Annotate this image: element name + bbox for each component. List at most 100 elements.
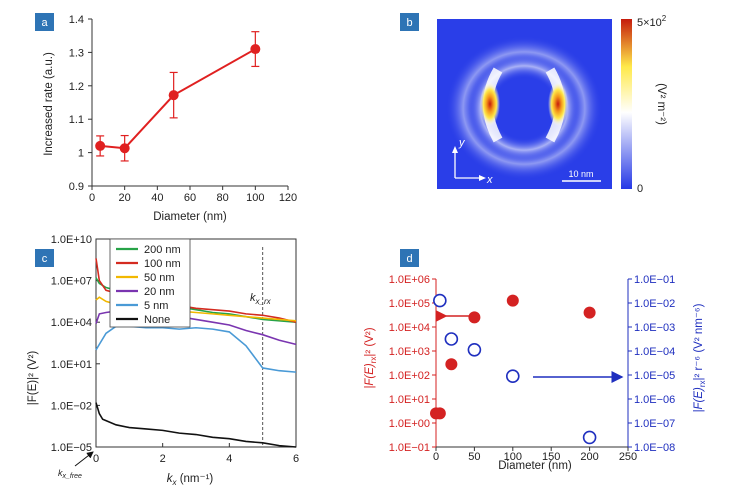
panel-a-ylabel: Increased rate (a.u.) [43, 52, 55, 156]
a-y-tick-label: 1.3 [69, 47, 84, 59]
c-y-tick-label: 1.0E+01 [51, 359, 92, 371]
heatmap-left-hotspot [480, 82, 500, 126]
a-x-tick-label: 20 [119, 192, 131, 204]
c-plot-frame [95, 238, 297, 448]
c-legend-label: 50 nm [144, 272, 175, 284]
d-left-point [433, 407, 446, 420]
a-x-tick-label: 40 [151, 192, 163, 204]
a-x-tick-label: 60 [184, 192, 196, 204]
d-x-tick-label: 0 [433, 451, 439, 463]
c-y-tick-label: 1.0E+04 [51, 317, 92, 329]
panel-d-axes: 0 50 100 150 200 250 1.0E−01 1.0E+00 1.0E+01 1.0E… [389, 274, 676, 463]
d-left-point [468, 311, 481, 324]
d-left-point [583, 306, 596, 319]
d-right-point [444, 332, 459, 346]
kx-free-annotation: kx_free [58, 468, 82, 480]
d-right-point [433, 293, 447, 308]
c-y-tick-label: 1.0E+10 [51, 234, 92, 246]
d-left-point [506, 294, 519, 307]
a-data-point [119, 143, 130, 154]
panel-a-badge: a [35, 13, 54, 31]
a-x-tick-label: 0 [89, 192, 95, 204]
c-x-tick-label: 0 [93, 453, 99, 465]
d-right-tick-label: 1.0E−04 [634, 346, 675, 358]
panel-b-heatmap: y x 10 nm [437, 19, 612, 189]
kx-free-arrow [74, 451, 94, 467]
c-legend-label: None [144, 314, 170, 326]
c-y-tick-label: 1.0E−05 [51, 442, 92, 454]
a-y-tick-label: 0.9 [69, 181, 84, 193]
panel-b-colorbar: 5×102 0 (V² m⁻²) [621, 14, 667, 195]
c-legend-box [109, 238, 191, 328]
panel-c-badge: c [35, 249, 54, 267]
colorbar-unit: (V² m⁻²) [655, 83, 667, 125]
heatmap-x-label: x [486, 174, 493, 186]
panel-d-xlabel: Diameter (nm) [498, 460, 572, 472]
d-right-tick-label: 1.0E−08 [634, 442, 675, 454]
panel-d: d 0 50 100 150 200 250 1.0E−01 1.0E+00 1.0E+01 1.… [364, 249, 707, 472]
a-data-point [250, 44, 261, 55]
panel-d-letter: d [406, 253, 412, 265]
a-x-tick-label: 120 [279, 192, 297, 204]
c-y-tick-label: 1.0E+07 [51, 276, 92, 288]
d-right-tick-label: 1.0E−06 [634, 394, 675, 406]
d-x-tick-label: 100 [504, 451, 522, 463]
panel-c-letter: c [42, 253, 48, 265]
panel-a-marks [95, 31, 261, 162]
panel-d-right-ylabel: |F(E)rx|² r⁻⁶ (V² nm⁻⁶) [693, 303, 707, 412]
d-right-point [582, 430, 597, 445]
a-x-tick-label: 100 [246, 192, 264, 204]
a-data-point [95, 140, 106, 151]
a-x-tick-label: 80 [217, 192, 229, 204]
c-y-tick-label: 1.0E−02 [51, 400, 92, 412]
c-x-tick-label: 4 [226, 453, 232, 465]
a-y-tick-label: 1.4 [69, 14, 84, 26]
d-x-tick-label: 200 [580, 451, 598, 463]
a-y-tick-label: 1.2 [69, 81, 84, 93]
heatmap-scale-label: 10 nm [568, 169, 593, 179]
d-right-point [467, 342, 482, 357]
colorbar-min-label: 0 [637, 183, 643, 195]
d-left-tick-label: 1.0E+02 [389, 370, 430, 382]
d-left-tick-label: 1.0E+06 [389, 274, 430, 286]
panel-a-xlabel: Diameter (nm) [153, 211, 227, 223]
d-right-tick-label: 1.0E−02 [634, 298, 675, 310]
heatmap-y-arrowhead [452, 146, 458, 153]
heatmap-y-label: y [458, 137, 466, 149]
c-legend-label: 100 nm [144, 258, 181, 270]
panel-c-ylabel: |F(E)|² (V²) [27, 351, 39, 406]
panel-a: a 0 20 40 60 80 100 120 0.9 1 1.1 1.2 1.3 1.4 Diamet… [35, 13, 297, 223]
c-legend-label: 20 nm [144, 286, 175, 298]
a-data-point [168, 90, 179, 101]
panel-c-axes: 0 2 4 6 1.0E−05 1.0E−02 1.0E+01 1.0E+04 1.0E+07 1… [51, 234, 299, 465]
panel-c-xlabel: kx (nm⁻¹) [167, 473, 214, 487]
panel-b: b y x 10 nm 5×102 0 (V² m⁻²) [400, 13, 667, 195]
panel-d-marks [430, 293, 597, 445]
heatmap-x-arrowhead [479, 175, 486, 181]
a-y-tick-label: 1 [78, 148, 84, 160]
d-right-tick-label: 1.0E−07 [634, 418, 675, 430]
a-y-tick-label: 1.1 [69, 114, 84, 126]
d-right-point [505, 369, 520, 384]
c-legend-label: 5 nm [144, 300, 168, 312]
panel-c: c 0 2 4 6 1.0E−05 1.0E−02 1.0E+01 1.0E+04 1.0E+0… [27, 234, 299, 487]
d-right-tick-label: 1.0E−05 [634, 370, 675, 382]
c-x-tick-label: 2 [160, 453, 166, 465]
d-left-tick-label: 1.0E+00 [389, 418, 430, 430]
c-legend-label: 200 nm [144, 244, 181, 256]
d-right-tick-label: 1.0E−03 [634, 322, 675, 334]
d-left-tick-label: 1.0E+05 [389, 298, 430, 310]
panel-a-letter: a [41, 17, 48, 29]
panel-d-badge: d [400, 249, 419, 267]
panel-d-left-ylabel: |F(E)rx|² (V²) [364, 327, 378, 388]
kx-rx-annotation: kx_rx [250, 292, 272, 306]
panel-a-axes: 0 20 40 60 80 100 120 0.9 1 1.1 1.2 1.3 1.4 [69, 14, 297, 204]
d-left-tick-label: 1.0E+03 [389, 346, 430, 358]
panel-b-badge: b [400, 13, 419, 31]
c-x-tick-label: 6 [293, 453, 299, 465]
a-series-line [100, 48, 256, 150]
panel-b-letter: b [406, 17, 412, 29]
d-left-tick-label: 1.0E+01 [389, 394, 430, 406]
colorbar-max-label: 5×102 [637, 14, 667, 29]
